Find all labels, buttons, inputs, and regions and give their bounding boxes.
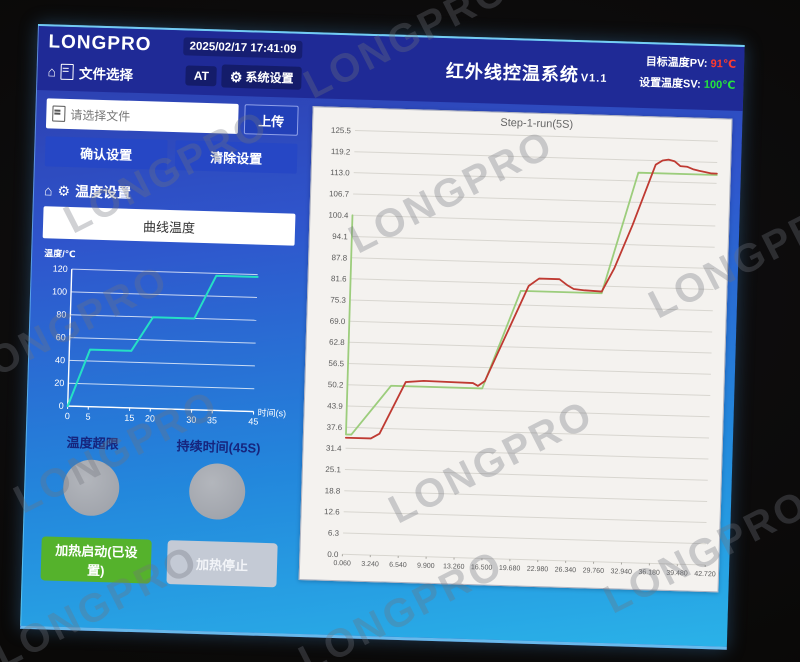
gear-icon: ⚙ [229, 68, 243, 85]
svg-text:39.480: 39.480 [666, 570, 688, 578]
svg-text:35: 35 [207, 415, 217, 425]
svg-text:15: 15 [124, 413, 134, 423]
svg-text:5: 5 [85, 412, 90, 422]
chart-header: 红外线控温系统V1.1 目标温度PV: 91℃ 设置温度SV: 100℃ [309, 34, 745, 111]
chart-panel: 125.5 119.2 113.0 106.7 100.4 94.1 87.8 81.6 75.… [293, 98, 743, 647]
svg-text:25.1: 25.1 [325, 465, 341, 474]
main-temperature-chart: 125.5 119.2 113.0 106.7 100.4 94.1 87.8 81.6 75.… [298, 106, 733, 593]
svg-text:12.6: 12.6 [324, 507, 340, 516]
top-bar-left: LONGPRO 2025/02/17 17:41:09 ⌂ 文件选择 AT ⚙ … [37, 26, 311, 98]
svg-text:100.4: 100.4 [328, 211, 349, 221]
heat-stop-button[interactable]: 加热停止 [166, 540, 278, 588]
svg-text:26.340: 26.340 [555, 567, 577, 575]
svg-text:62.8: 62.8 [329, 338, 345, 347]
datetime-display: 2025/02/17 17:41:09 [183, 37, 303, 59]
svg-text:40: 40 [55, 355, 65, 365]
svg-text:87.8: 87.8 [331, 253, 347, 262]
temperature-readouts: 目标温度PV: 91℃ 设置温度SV: 100℃ [639, 52, 737, 97]
svg-text:94.1: 94.1 [332, 232, 348, 241]
svg-text:20: 20 [145, 413, 155, 423]
overlimit-indicator: 温度超限 [62, 432, 121, 517]
svg-text:Step-1-run(5S): Step-1-run(5S) [500, 117, 573, 131]
confirm-settings-button[interactable]: 确认设置 [44, 136, 168, 170]
heat-start-button[interactable]: 加热启动(已设置) [40, 536, 152, 584]
home-icon[interactable]: ⌂ [43, 182, 53, 199]
sv-value: 100℃ [703, 78, 736, 92]
svg-text:0.0: 0.0 [327, 550, 339, 559]
svg-text:温度/℃: 温度/℃ [44, 247, 76, 259]
svg-text:125.5: 125.5 [331, 126, 352, 136]
svg-text:119.2: 119.2 [331, 147, 351, 157]
sv-readout: 设置温度SV: 100℃ [639, 73, 736, 97]
svg-text:30: 30 [186, 415, 196, 425]
gear-icon: ⚙ [57, 182, 71, 200]
svg-text:113.0: 113.0 [330, 168, 350, 178]
svg-text:19.680: 19.680 [499, 565, 521, 573]
file-placeholder: 请选择文件 [70, 107, 131, 124]
hmi-ui: LONGPRO 2025/02/17 17:41:09 ⌂ 文件选择 AT ⚙ … [20, 24, 745, 650]
curve-temperature-dropdown[interactable]: 曲线温度 [42, 206, 296, 246]
svg-text:31.4: 31.4 [326, 444, 342, 453]
svg-text:9.900: 9.900 [417, 562, 435, 570]
svg-text:42.720: 42.720 [694, 571, 716, 579]
control-panel: 请选择文件 上传 确认设置 清除设置 ⌂ ⚙ 温度设置 曲线温度 0 20 40 60 [21, 90, 309, 634]
svg-text:22.980: 22.980 [527, 566, 549, 574]
app-version: V1.1 [580, 72, 608, 85]
temperature-settings-header: ⌂ ⚙ 温度设置 [44, 180, 296, 207]
svg-text:36.180: 36.180 [638, 569, 660, 577]
pv-readout: 目标温度PV: 91℃ [639, 52, 737, 76]
file-select-input[interactable]: 请选择文件 [45, 98, 239, 134]
svg-text:80: 80 [56, 309, 66, 319]
home-icon[interactable]: ⌂ [47, 62, 57, 80]
system-settings-button[interactable]: ⚙ 系统设置 [221, 64, 302, 90]
app-title: 红外线控温系统V1.1 [445, 61, 608, 86]
svg-text:18.8: 18.8 [325, 486, 341, 495]
svg-text:时间(s): 时间(s) [257, 407, 286, 419]
svg-text:29.760: 29.760 [583, 567, 605, 575]
pv-value: 91℃ [710, 57, 737, 71]
temperature-settings-label: 温度设置 [74, 183, 132, 201]
svg-text:100: 100 [52, 286, 67, 296]
svg-text:81.6: 81.6 [331, 274, 347, 283]
svg-text:32.940: 32.940 [610, 568, 632, 576]
svg-text:56.5: 56.5 [328, 359, 344, 368]
svg-text:50.2: 50.2 [328, 380, 344, 389]
svg-text:0: 0 [65, 411, 70, 421]
svg-text:20: 20 [54, 378, 64, 388]
device-screen: LONGPRO 2025/02/17 17:41:09 ⌂ 文件选择 AT ⚙ … [20, 24, 745, 650]
at-button[interactable]: AT [185, 64, 218, 86]
sv-label: 设置温度SV: [638, 76, 701, 91]
svg-text:6.540: 6.540 [389, 562, 407, 570]
svg-text:60: 60 [56, 332, 66, 342]
svg-text:0.060: 0.060 [333, 560, 351, 568]
duration-label: 持续时间(45S) [176, 438, 261, 456]
svg-text:106.7: 106.7 [329, 189, 350, 199]
svg-text:43.9: 43.9 [327, 401, 343, 410]
svg-text:13.260: 13.260 [443, 563, 465, 571]
upload-button[interactable]: 上传 [243, 104, 299, 136]
svg-text:45: 45 [248, 416, 258, 426]
logo: LONGPRO [48, 31, 152, 56]
file-icon [60, 63, 75, 80]
svg-text:69.0: 69.0 [330, 317, 346, 326]
overlimit-label: 温度超限 [66, 435, 119, 452]
main-body: 请选择文件 上传 确认设置 清除设置 ⌂ ⚙ 温度设置 曲线温度 0 20 40 60 [21, 90, 743, 647]
overlimit-lamp [62, 458, 121, 517]
svg-text:37.6: 37.6 [326, 423, 342, 432]
svg-text:3.240: 3.240 [361, 561, 379, 569]
svg-text:75.3: 75.3 [330, 295, 346, 304]
clear-settings-button[interactable]: 清除设置 [174, 140, 298, 174]
setpoint-profile-chart: 0 20 40 60 80 100 120 0 5 15 20 30 35 45 温度/℃ 时间(s) [37, 244, 294, 436]
system-settings-label: 系统设置 [245, 70, 294, 86]
file-section-label: 文件选择 [78, 65, 134, 83]
svg-text:6.3: 6.3 [328, 529, 340, 538]
duration-indicator: 持续时间(45S) [175, 435, 261, 521]
svg-text:120: 120 [53, 264, 68, 274]
duration-lamp [188, 462, 247, 521]
pv-label: 目标温度PV: [645, 56, 708, 70]
file-icon [52, 105, 66, 122]
svg-text:0: 0 [59, 401, 64, 411]
svg-text:16.500: 16.500 [471, 564, 493, 572]
